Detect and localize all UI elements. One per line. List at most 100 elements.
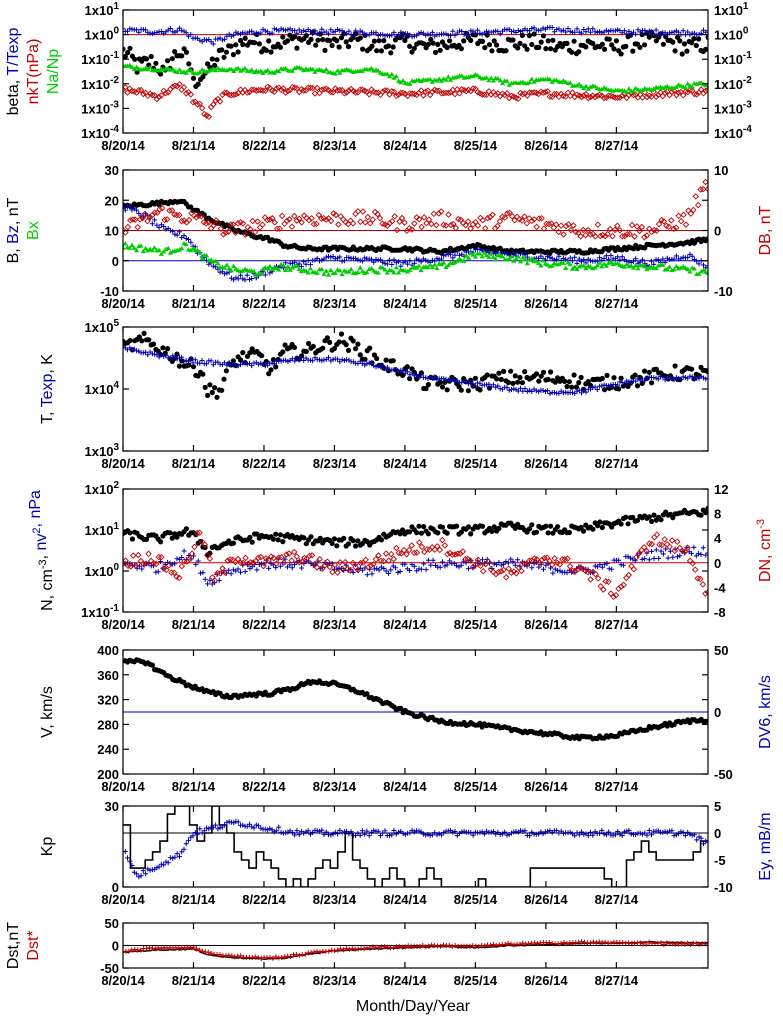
data-point	[303, 261, 309, 267]
data-point	[653, 38, 659, 44]
data-point	[651, 512, 657, 518]
data-point	[437, 47, 443, 53]
data-point	[188, 945, 194, 951]
data-point	[587, 382, 594, 388]
data-point	[618, 375, 624, 381]
data-point	[355, 361, 361, 366]
data-point	[569, 384, 575, 390]
data-point	[384, 270, 390, 275]
data-point	[494, 376, 500, 382]
data-point	[452, 829, 458, 834]
data-point	[614, 222, 621, 230]
data-point	[671, 85, 677, 91]
data-point	[369, 571, 375, 577]
data-point	[606, 829, 612, 835]
data-point	[435, 530, 441, 536]
data-point	[548, 565, 554, 571]
data-point	[546, 940, 552, 945]
data-point	[283, 551, 290, 558]
data-point	[479, 216, 487, 224]
data-point	[689, 374, 695, 380]
data-point	[283, 260, 289, 266]
data-point	[442, 563, 448, 569]
data-point	[436, 546, 444, 554]
data-point	[376, 567, 382, 573]
data-point	[249, 955, 255, 960]
data-point	[357, 257, 363, 263]
data-point	[520, 940, 526, 946]
data-point	[181, 548, 187, 554]
panel-field: 8/20/14 8/21/14 8/22/14 8/23/14 8/24/14 8/25/…	[100, 163, 733, 311]
data-point	[624, 31, 630, 37]
data-point	[271, 829, 277, 835]
data-point	[341, 558, 349, 566]
data-point	[450, 220, 457, 228]
data-point	[500, 566, 507, 574]
data-point	[661, 536, 668, 543]
data-point	[693, 940, 699, 946]
data-point	[458, 387, 464, 393]
data-point	[229, 221, 237, 228]
data-point	[429, 29, 435, 35]
data-point	[618, 51, 624, 57]
data-point	[488, 829, 494, 835]
data-point	[660, 262, 666, 267]
data-point	[682, 375, 688, 380]
data-point	[413, 549, 421, 556]
data-point	[161, 353, 167, 359]
data-point	[329, 89, 337, 96]
data-point	[705, 236, 708, 242]
data-point	[165, 58, 171, 64]
data-point	[161, 224, 167, 229]
data-point	[314, 828, 320, 834]
data-point	[215, 261, 221, 266]
data-point	[378, 537, 384, 543]
data-point	[564, 383, 570, 390]
data-point	[508, 569, 515, 577]
data-point	[425, 375, 431, 381]
data-point	[655, 31, 661, 37]
data-point	[256, 562, 262, 567]
data-point	[408, 226, 416, 233]
data-point	[305, 27, 311, 32]
data-point	[154, 222, 160, 228]
data-point	[235, 30, 241, 36]
data-point	[512, 373, 518, 379]
data-point	[496, 370, 502, 376]
data-point	[153, 60, 159, 66]
data-point	[399, 944, 405, 950]
data-point	[375, 270, 381, 275]
data-point	[557, 568, 563, 574]
data-point	[411, 829, 417, 835]
data-point	[677, 38, 683, 44]
data-point	[251, 228, 259, 236]
data-point	[678, 32, 684, 38]
data-point	[639, 32, 645, 38]
data-point	[280, 85, 287, 92]
data-point	[158, 71, 164, 77]
data-point	[520, 255, 526, 260]
data-point	[540, 225, 548, 232]
data-point	[656, 555, 662, 561]
data-point	[167, 855, 173, 861]
data-point	[526, 526, 533, 532]
data-point	[341, 535, 347, 541]
data-point	[210, 263, 216, 269]
data-point	[503, 48, 509, 54]
data-point	[660, 218, 668, 225]
data-point	[423, 375, 429, 381]
data-point	[193, 214, 200, 221]
data-point	[620, 940, 626, 946]
data-point	[440, 89, 447, 97]
data-point	[653, 265, 659, 271]
data-point	[149, 211, 156, 219]
data-point	[545, 530, 551, 536]
data-point	[268, 367, 274, 373]
data-point	[437, 564, 443, 570]
data-point	[274, 27, 280, 33]
data-point	[329, 568, 336, 576]
data-point	[533, 371, 540, 377]
data-point	[414, 256, 420, 262]
data-point	[609, 42, 615, 48]
data-point	[285, 264, 291, 269]
